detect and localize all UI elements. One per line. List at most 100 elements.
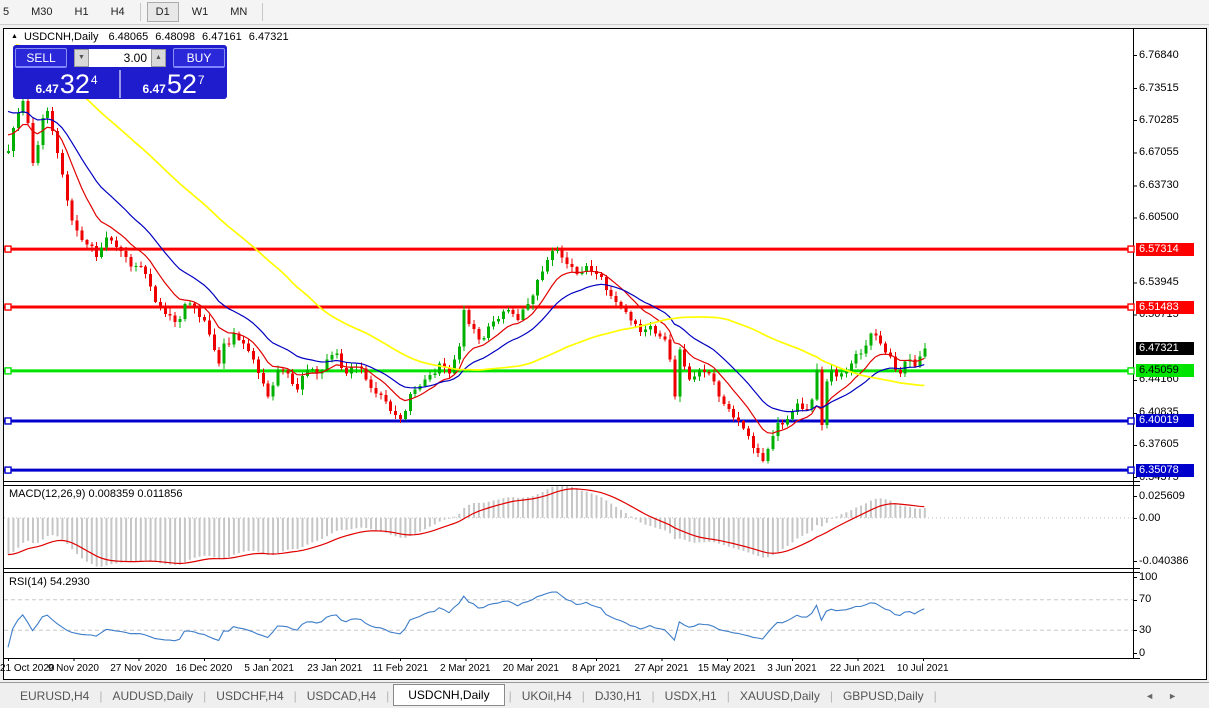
one-click-trade-panel: SELL ▼ 3.00 ▲ BUY 6.47 32 4 6.47 52 7: [13, 45, 227, 99]
date-label: 21 Oct 2020: [0, 663, 55, 674]
sell-price-display[interactable]: 6.47 32 4: [15, 70, 118, 98]
chart-tab[interactable]: DJ30,H1: [594, 688, 642, 703]
timeframe-h1-button[interactable]: H1: [74, 6, 89, 18]
date-label: 20 Mar 2021: [502, 663, 559, 674]
date-label: 3 Jun 2021: [767, 663, 817, 674]
price-tick-label: 6.37605: [1139, 438, 1179, 451]
chart-tab-active[interactable]: USDCNH,Daily: [393, 684, 505, 706]
chart-tab[interactable]: XAUUSD,Daily: [739, 688, 820, 703]
price-tick-label: 6.60500: [1139, 210, 1179, 223]
macd-axis-label: -0.040386: [1139, 555, 1189, 567]
buy-price-pip: 7: [197, 73, 205, 87]
macd-pane: [4, 486, 1133, 567]
timeframe-w1-button[interactable]: W1: [191, 6, 209, 18]
date-label: 5 Jan 2021: [244, 663, 294, 674]
date-label: 10 Jul 2021: [896, 663, 949, 674]
current-price-badge: 6.47321: [1136, 341, 1194, 355]
ohlc-low: 6.47161: [202, 30, 242, 43]
chart-tab[interactable]: USDCHF,H4: [216, 688, 284, 703]
date-label: 11 Feb 2021: [372, 663, 429, 674]
buy-price-prefix: 6.47: [142, 82, 166, 96]
rsi-axis-label: 0: [1139, 646, 1146, 659]
date-label: 22 Jun 2021: [830, 663, 886, 674]
tab-separator: |: [651, 688, 655, 703]
chart-title-bar: ▲ USDCNH,Daily 6.48065 6.48098 6.47161 6…: [4, 29, 1206, 44]
price-level-badge: 6.57314: [1136, 242, 1194, 256]
price-tick-label: 6.53945: [1139, 276, 1179, 289]
macd-axis-label: 0.025609: [1139, 490, 1185, 502]
timeframe-m30-button[interactable]: M30: [31, 6, 53, 18]
buy-price-big: 52: [166, 69, 197, 99]
chart-tab[interactable]: EURUSD,H4: [20, 688, 90, 703]
ohlc-high: 6.48098: [155, 30, 196, 43]
volume-decrease-button[interactable]: ▼: [74, 49, 89, 67]
rsi-axis-label: 100: [1139, 570, 1158, 583]
level-axis-marker: [1127, 303, 1135, 311]
macd-signal-line: [7, 488, 925, 565]
price-tick-label: 6.73515: [1139, 81, 1179, 94]
ohlc-open: 6.48065: [108, 30, 149, 43]
rsi-label: RSI(14) 54.2930: [9, 576, 90, 588]
chart-tab[interactable]: GBPUSD,Daily: [842, 688, 924, 703]
level-axis-marker: [1127, 367, 1135, 375]
tab-separator: |: [829, 688, 833, 703]
timeframe-h4-button[interactable]: H4: [110, 6, 125, 18]
timeframe-d1-button[interactable]: D1: [146, 2, 179, 22]
timeframe-toolbar: 5 M30 H1 H4 D1 W1 MN: [0, 0, 1209, 25]
price-level-badge: 6.40019: [1136, 414, 1194, 428]
ohlc-close: 6.47321: [248, 30, 289, 43]
date-label: 15 May 2021: [697, 663, 756, 674]
moving-average-21: [7, 110, 925, 413]
price-tick-label: 6.67055: [1139, 145, 1179, 158]
price-level-badge: 6.45059: [1136, 364, 1194, 378]
tab-separator: |: [508, 688, 512, 703]
volume-increase-button[interactable]: ▲: [151, 49, 166, 67]
timeframe-mn-button[interactable]: MN: [230, 6, 248, 18]
level-handle: [4, 303, 12, 311]
volume-input[interactable]: 3.00: [89, 49, 151, 67]
tab-separator: |: [99, 688, 103, 703]
timeframe-m5-button[interactable]: 5: [3, 6, 10, 18]
moving-average-55: [15, 44, 925, 387]
sell-price-big: 32: [59, 69, 90, 99]
date-label: 8 Apr 2021: [572, 663, 621, 674]
chart-window: ▲ USDCNH,Daily 6.48065 6.48098 6.47161 6…: [3, 28, 1207, 680]
date-label: 23 Jan 2021: [307, 663, 363, 674]
price-level-badge: 6.35078: [1136, 463, 1194, 477]
toolbar-separator: [262, 3, 264, 21]
buy-price-display[interactable]: 6.47 52 7: [122, 70, 225, 98]
macd-label: MACD(12,26,9) 0.008359 0.011856: [9, 488, 183, 500]
chart-symbol-label: USDCNH,Daily: [23, 30, 99, 43]
rsi-line: [7, 591, 925, 648]
sell-button[interactable]: SELL: [15, 48, 67, 68]
chart-tab[interactable]: AUDUSD,Daily: [112, 688, 194, 703]
sell-price-prefix: 6.47: [35, 82, 59, 96]
chart-tab[interactable]: UKOil,H4: [521, 688, 572, 703]
main-price-pane: [4, 44, 1133, 474]
price-tick-label: 6.76840: [1139, 48, 1179, 61]
level-axis-marker: [1127, 417, 1135, 425]
tab-scroll-left-icon[interactable]: ◄: [1145, 690, 1169, 701]
tab-separator: |: [726, 688, 730, 703]
level-axis-marker: [1127, 466, 1135, 474]
price-level-badge: 6.51483: [1136, 300, 1194, 314]
rsi-axis-label: 70: [1139, 593, 1152, 606]
tab-scroll-right-icon[interactable]: ►: [1168, 690, 1191, 701]
date-label: 16 Dec 2020: [175, 663, 233, 674]
toolbar-separator: [139, 3, 141, 21]
tab-separator: |: [293, 688, 297, 703]
level-axis-marker: [1127, 245, 1135, 253]
buy-button[interactable]: BUY: [173, 48, 225, 68]
level-handle: [4, 417, 12, 425]
tab-separator: |: [933, 688, 937, 703]
price-tick-label: 6.70285: [1139, 113, 1179, 126]
chart-tab[interactable]: USDCAD,H4: [306, 688, 377, 703]
collapse-icon[interactable]: ▲: [11, 33, 18, 40]
level-handle: [4, 245, 12, 253]
date-label: 27 Apr 2021: [634, 663, 689, 674]
chart-tab[interactable]: USDX,H1: [664, 688, 717, 703]
tab-separator: |: [203, 688, 207, 703]
level-handle: [4, 466, 12, 474]
